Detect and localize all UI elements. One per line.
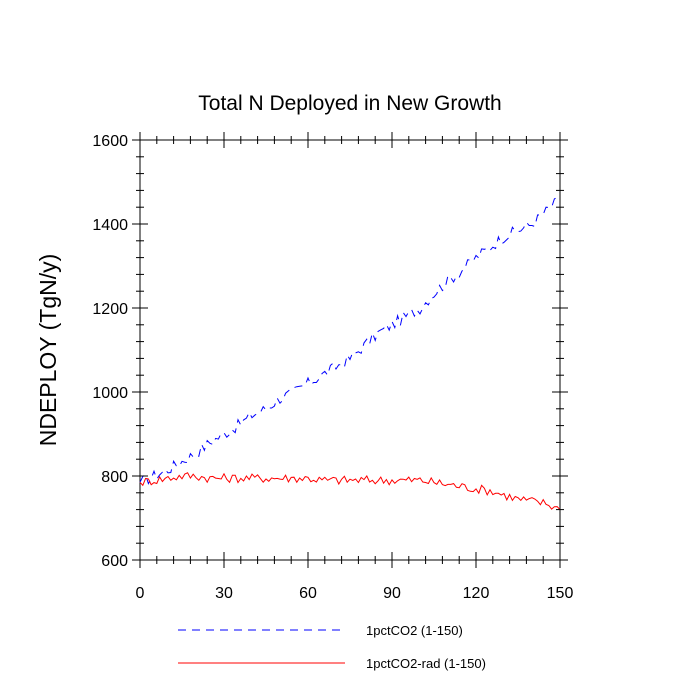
series-line-1 [139, 196, 561, 485]
x-tick-label: 60 [299, 585, 317, 602]
x-tick-label: 30 [215, 585, 233, 602]
axes-layer: 600 800 1000 1200 1400 1600 0 30 60 90 120 150 [92, 132, 573, 602]
legend-label-2: 1pctCO2-rad (1-150) [366, 656, 486, 671]
x-tick-label: 120 [463, 585, 490, 602]
plot-frame [139, 139, 561, 561]
y-tick-label: 600 [101, 553, 128, 570]
y-axis-label: NDEPLOY (TgN/y) [35, 254, 61, 447]
y-tick-label: 800 [101, 469, 128, 486]
x-tick-label: 90 [383, 585, 401, 602]
series-layer [139, 196, 561, 510]
x-tick-label: 150 [547, 585, 574, 602]
x-tick-label: 0 [136, 585, 145, 602]
y-tick-label: 1600 [92, 133, 128, 150]
legend: 1pctCO2 (1-150) 1pctCO2-rad (1-150) [178, 623, 486, 671]
y-tick-label: 1400 [92, 217, 128, 234]
chart-title: Total N Deployed in New Growth [198, 92, 501, 115]
series-line-2 [139, 472, 561, 510]
y-tick-label: 1000 [92, 385, 128, 402]
y-tick-label: 1200 [92, 301, 128, 318]
plot-area [139, 139, 561, 561]
legend-label-1: 1pctCO2 (1-150) [366, 623, 463, 638]
